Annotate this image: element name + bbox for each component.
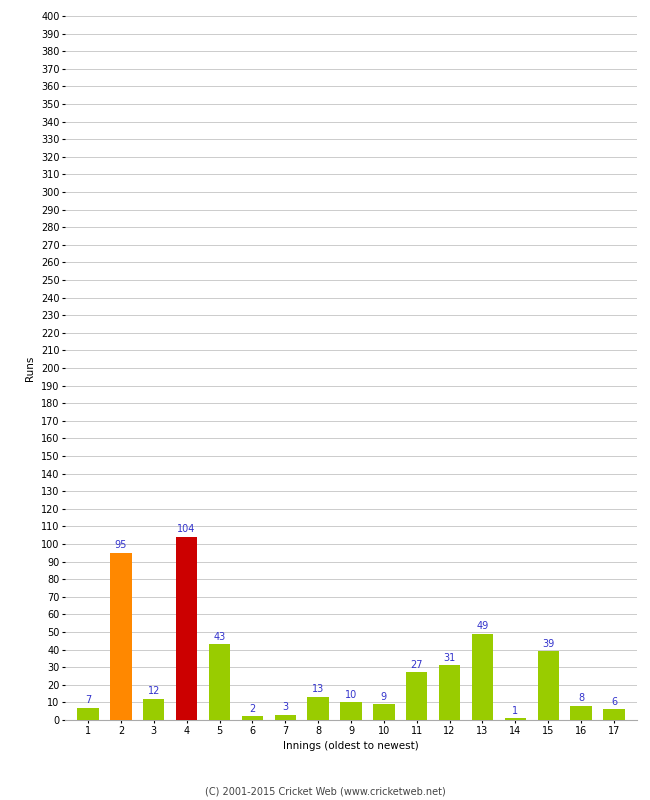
Text: 7: 7 xyxy=(85,695,91,705)
Text: 6: 6 xyxy=(611,697,617,707)
Bar xyxy=(472,634,493,720)
Bar xyxy=(77,708,99,720)
Text: 10: 10 xyxy=(345,690,357,700)
Text: 3: 3 xyxy=(282,702,289,712)
Bar xyxy=(307,697,329,720)
Bar xyxy=(111,553,131,720)
Text: 27: 27 xyxy=(411,660,423,670)
Text: 9: 9 xyxy=(381,691,387,702)
Bar xyxy=(176,537,198,720)
Text: 8: 8 xyxy=(578,694,584,703)
Bar xyxy=(242,717,263,720)
Text: 1: 1 xyxy=(512,706,519,715)
X-axis label: Innings (oldest to newest): Innings (oldest to newest) xyxy=(283,741,419,751)
Bar xyxy=(439,666,460,720)
Text: (C) 2001-2015 Cricket Web (www.cricketweb.net): (C) 2001-2015 Cricket Web (www.cricketwe… xyxy=(205,786,445,796)
Bar xyxy=(603,710,625,720)
Bar xyxy=(373,704,395,720)
Bar xyxy=(571,706,592,720)
Text: 2: 2 xyxy=(249,704,255,714)
Text: 31: 31 xyxy=(443,653,456,662)
Bar xyxy=(406,673,428,720)
Bar xyxy=(341,702,361,720)
Text: 13: 13 xyxy=(312,685,324,694)
Text: 95: 95 xyxy=(114,540,127,550)
Text: 39: 39 xyxy=(542,638,554,649)
Bar xyxy=(274,714,296,720)
Y-axis label: Runs: Runs xyxy=(25,355,35,381)
Bar xyxy=(538,651,559,720)
Text: 49: 49 xyxy=(476,621,489,631)
Bar xyxy=(143,699,164,720)
Bar xyxy=(209,644,230,720)
Text: 12: 12 xyxy=(148,686,160,696)
Text: 104: 104 xyxy=(177,524,196,534)
Text: 43: 43 xyxy=(213,632,226,642)
Bar xyxy=(504,718,526,720)
